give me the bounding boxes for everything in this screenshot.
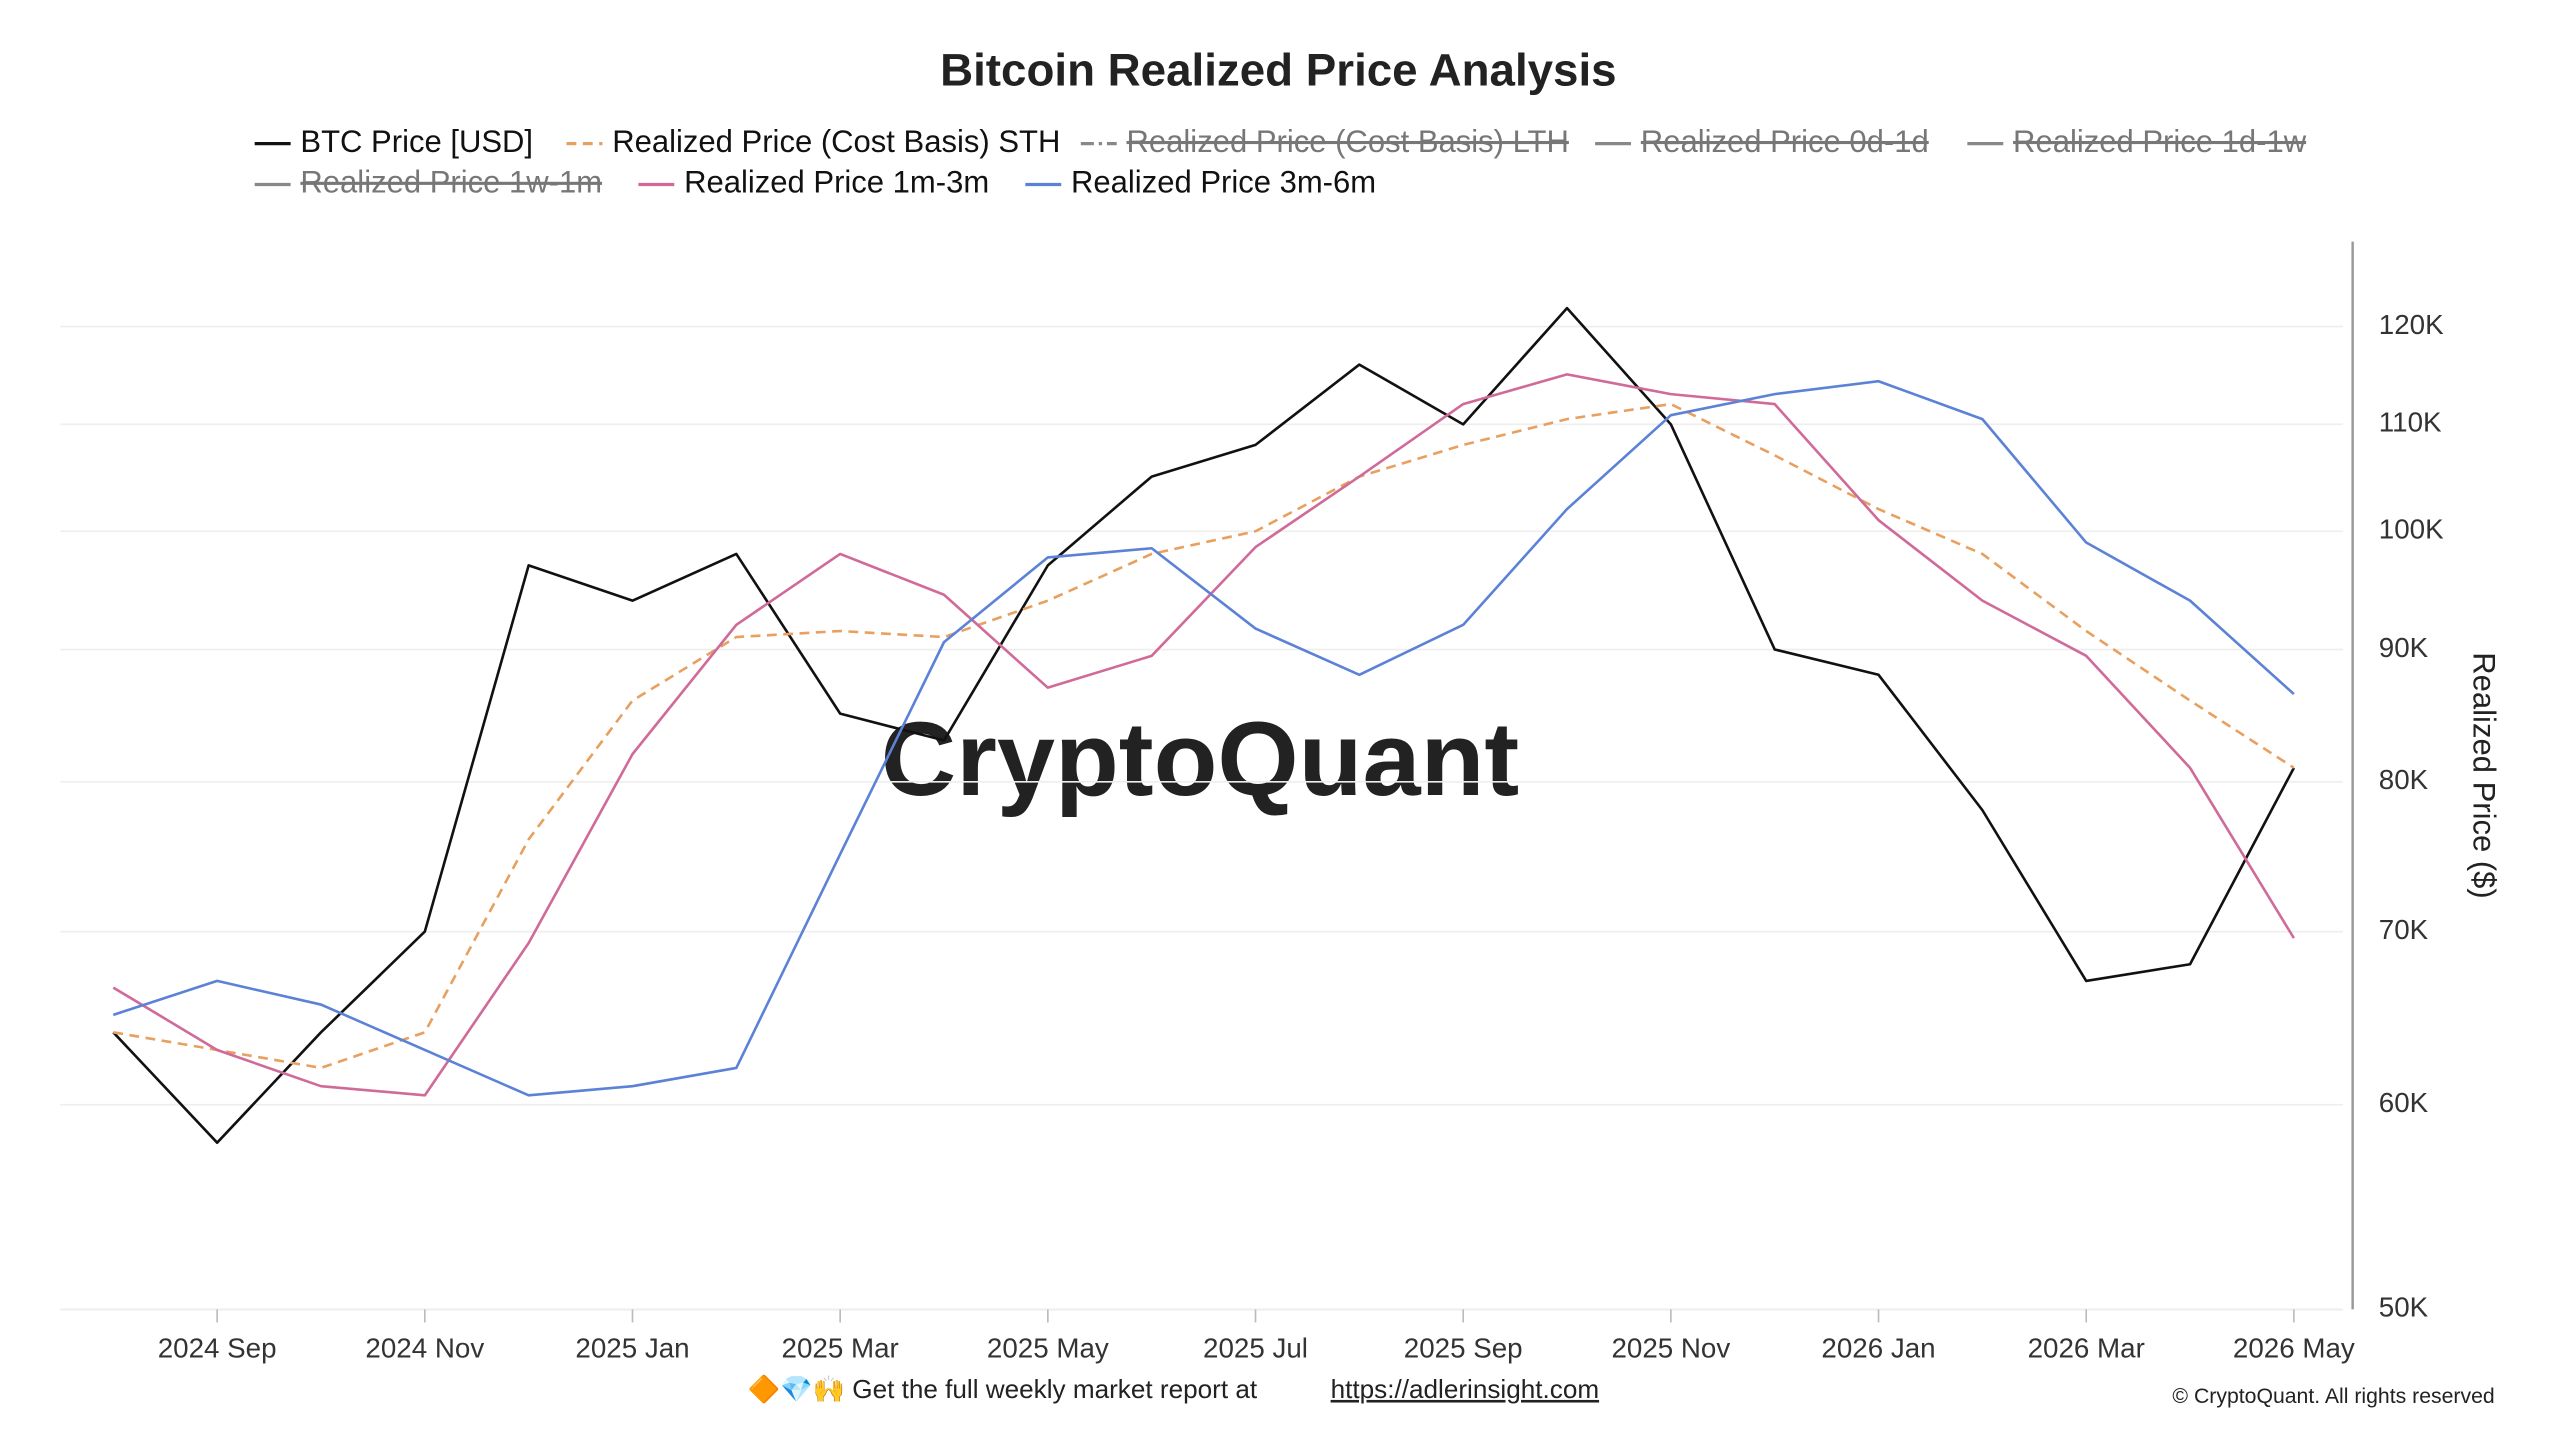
y-axis-title: Realized Price ($) [2466, 652, 2501, 898]
legend-entry[interactable]: BTC Price [USD] [300, 124, 533, 159]
chart-title: Bitcoin Realized Price Analysis [940, 45, 1616, 96]
legend-entry[interactable]: Realized Price 1w-1m [300, 165, 602, 200]
copyright: © CryptoQuant. All rights reserved [2172, 1385, 2494, 1408]
y-tick-label: 50K [2379, 1292, 2429, 1323]
x-tick-label: 2026 May [2233, 1333, 2355, 1364]
x-tick-label: 2026 Jan [1821, 1333, 1935, 1364]
x-tick-label: 2024 Nov [365, 1333, 484, 1364]
watermark: CryptoQuant [881, 701, 1519, 818]
legend-entry[interactable]: Realized Price 1d-1w [2013, 124, 2307, 159]
x-tick-label: 2025 Jan [575, 1333, 689, 1364]
series-line [113, 402, 2295, 1070]
y-tick-label: 100K [2379, 514, 2444, 545]
footer-link[interactable]: https://adlerinsight.com [1331, 1374, 1599, 1404]
x-tick-label: 2025 Nov [1611, 1333, 1730, 1364]
x-tick-label: 2025 May [987, 1333, 1109, 1364]
x-tick-label: 2025 Jul [1203, 1333, 1308, 1364]
y-tick-label: 70K [2379, 914, 2429, 945]
x-tick-label: 2026 Mar [2028, 1333, 2145, 1364]
legend-entry[interactable]: Realized Price 1m-3m [684, 165, 989, 200]
x-tick-label: 2024 Sep [158, 1333, 277, 1364]
legend-entry[interactable]: Realized Price (Cost Basis) LTH [1127, 124, 1569, 159]
x-tick-label: 2025 Sep [1404, 1333, 1523, 1364]
series-line [112, 379, 2295, 1097]
legend-entry[interactable]: Realized Price (Cost Basis) STH [612, 124, 1060, 159]
legend-entry[interactable]: Realized Price 0d-1d [1641, 124, 1929, 159]
series-line [112, 306, 2296, 1144]
y-tick-label: 80K [2379, 764, 2429, 795]
y-tick-label: 120K [2379, 309, 2444, 340]
series-line [112, 373, 2295, 1097]
legend-entry[interactable]: Realized Price 3m-6m [1071, 165, 1376, 200]
x-tick-label: 2025 Mar [782, 1333, 899, 1364]
footer-text: 🔶💎🙌 Get the full weekly market report at [747, 1374, 1257, 1404]
y-tick-label: 90K [2379, 632, 2429, 663]
y-tick-label: 110K [2379, 407, 2442, 438]
y-tick-label: 60K [2379, 1087, 2429, 1118]
